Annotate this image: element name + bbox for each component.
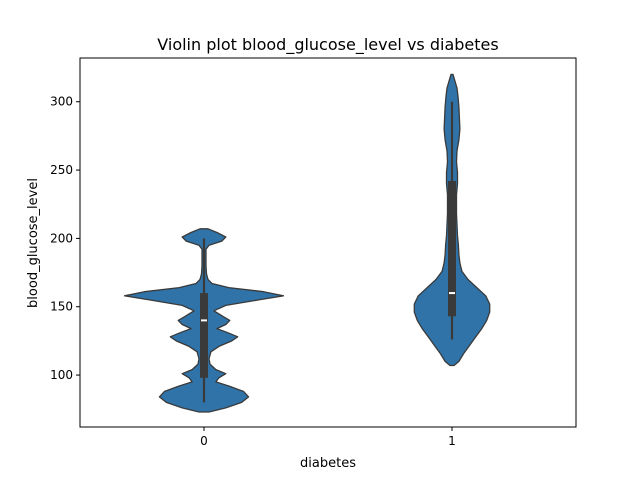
plot-frame — [79, 57, 577, 428]
y-tick-label: 200 — [50, 231, 73, 245]
y-tick-label: 100 — [50, 368, 73, 382]
y-tick-label: 150 — [50, 300, 73, 314]
iqr-box-0 — [200, 293, 208, 378]
violins — [123, 73, 491, 413]
x-tick-label: 0 — [200, 434, 208, 448]
chart-title: Violin plot blood_glucose_level vs diabe… — [157, 35, 498, 55]
iqr-box-1 — [448, 181, 456, 317]
box-markers — [200, 101, 456, 403]
y-tick-label: 250 — [50, 163, 73, 177]
y-tick-label: 300 — [50, 95, 73, 109]
y-axis-ticks: 100 150 200 250 300 — [50, 95, 80, 382]
x-tick-label: 1 — [448, 434, 456, 448]
x-axis-label: diabetes — [300, 456, 356, 471]
y-axis-label: blood_glucose_level — [26, 178, 41, 308]
